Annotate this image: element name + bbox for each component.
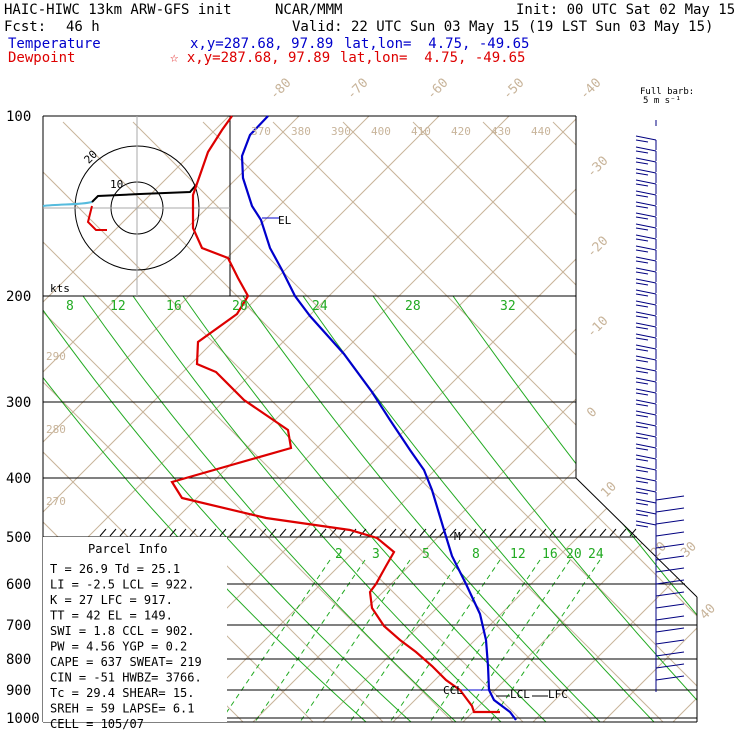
pressure-tick-label: 300 [6,395,31,411]
parcel-info-row: CELL = 105/07 [50,717,144,731]
temperature-tick-label: -80 [267,76,294,103]
ccl-marker: CCL [443,684,463,697]
melting-level-hatch [99,528,637,537]
parcel-info-row: K = 27 LFC = 917. [50,593,173,607]
barb-legend-line1: Full barb: [640,87,694,97]
legend-temperature: Temperature [8,36,101,52]
dewpoint-latlon: lat,lon= 4.75, -49.65 [340,50,526,66]
parcel-info-row: PW = 4.56 YGP = 0.2 [50,640,187,654]
theta-label: 270 [46,495,66,508]
fcst-value: 46 h [66,19,100,35]
temperature-tick-label: -50 [500,76,527,103]
temperature-series [240,115,517,721]
mixing-ratio-label: 20 [566,547,582,562]
parcel-info-title: Parcel Info [88,542,167,556]
theta-label: 380 [291,125,311,138]
model-title: HAIC-HIWC 13km ARW-GFS init [4,2,232,18]
hodo-units: kts [50,282,70,295]
mixing-ratio-label: 16 [166,299,182,314]
mixing-ratio-label: 8 [66,299,74,314]
temperature-tick-label: -40 [577,76,604,103]
mixing-ratio-label: 24 [312,299,328,314]
temperature-tick-label: -20 [584,234,611,261]
org-label: NCAR/MMM [275,2,343,18]
dewpoint-xy: ☆ x,y=287.68, 97.89 [170,50,331,66]
mixing-ratio-label: 20 [232,299,248,314]
pressure-tick-label: 600 [6,577,31,593]
theta-label: 370 [251,125,271,138]
temperature-tick-label: 0 [584,405,600,421]
theta-label: 420 [451,125,471,138]
fcst-label: Fcst: [4,19,47,35]
parcel-info-panel: Parcel Info T = 26.9 Td = 25.1 LI = -2.5 … [43,537,227,731]
temperature-tick-label: -70 [344,76,371,103]
hodo-ring-10: 10 [110,178,123,191]
pressure-tick-label: 200 [6,289,31,305]
pressure-tick-label: 100 [6,109,31,125]
wind-barbs [635,120,685,692]
lfc-marker: LFC [548,688,568,701]
valid-time: Valid: 22 UTC Sun 03 May 15 (19 LST Sun … [292,19,714,35]
temperature-xy: x,y=287.68, 97.89 [190,36,334,52]
pressure-tick-label: 400 [6,471,31,487]
legend-dewpoint: Dewpoint [8,50,76,66]
mixing-ratio-label: 12 [110,299,126,314]
parcel-info-row: SWI = 1.8 CCL = 902. [50,624,195,638]
pressure-tick-label: 1000 [6,711,40,727]
pressure-tick-label: 900 [6,683,31,699]
mixing-ratio-label: 16 [542,547,558,562]
dewpoint-series [170,115,500,714]
theta-label: 410 [411,125,431,138]
temperature-tick-label: -60 [424,76,451,103]
mixing-ratio-label: 2 [335,547,343,562]
parcel-info-row: SREH = 59 LAPSE= 6.1 [50,702,195,716]
temperature-tick-label: -30 [584,154,611,181]
pressure-tick-label: 700 [6,618,31,634]
mixing-ratio-label: 8 [472,547,480,562]
lcl-marker: LCL [510,688,530,701]
temperature-tick-label: 20 [648,539,670,561]
barb-legend-line2: 5 m s⁻¹ [643,96,681,106]
temperature-tick-label: 10 [598,479,620,501]
parcel-info-row: Tc = 29.4 SHEAR= 15. [50,686,195,700]
temperature-tick-label: 40 [697,601,719,623]
theta-label: 400 [371,125,391,138]
theta-label: 440 [531,125,551,138]
temperature-tick-label: -10 [584,314,611,341]
init-time: Init: 00 UTC Sat 02 May 15 [516,2,736,18]
mixing-ratio-label: 24 [588,547,604,562]
theta-label: 280 [46,423,66,436]
parcel-info-row: CIN = -51 HWBZ= 3766. [50,671,202,685]
temperature-tick-label: 30 [678,539,700,561]
theta-label: 430 [491,125,511,138]
hodo-ring-20: 20 [82,148,101,167]
parcel-info-row: T = 26.9 Td = 25.1 [50,562,180,576]
parcel-info-row: TT = 42 EL = 149. [50,609,173,623]
mixing-ratio-label: 3 [372,547,380,562]
mixing-ratio-label: 12 [510,547,526,562]
theta-label: 290 [46,350,66,363]
pressure-tick-label: 800 [6,652,31,668]
parcel-info-row: LI = -2.5 LCL = 922. [50,578,195,592]
parcel-info-row: CAPE = 637 SWEAT= 219 [50,655,202,669]
el-marker: EL [278,214,292,227]
theta-label: 390 [331,125,351,138]
mixing-ratio-label: 32 [500,299,516,314]
temperature-latlon: lat,lon= 4.75, -49.65 [344,36,530,52]
m-marker: M [454,530,461,543]
mixing-ratio-label: 28 [405,299,421,314]
mixing-ratio-label: 5 [422,547,430,562]
pressure-tick-label: 500 [6,530,31,546]
hodograph: 10 20 kts [42,116,231,296]
